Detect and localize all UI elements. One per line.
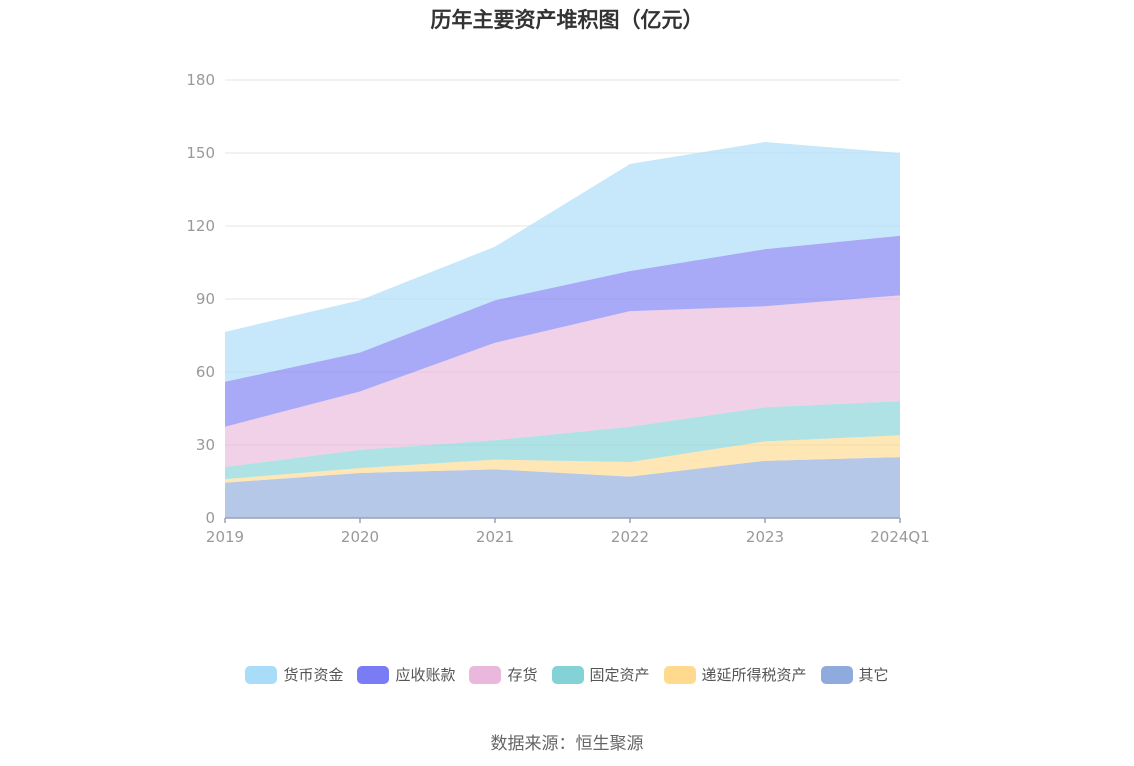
y-tick-label: 30 (196, 436, 215, 454)
x-tick-label: 2021 (476, 528, 514, 546)
legend-item[interactable]: 递延所得税资产 (663, 664, 807, 685)
legend-label: 应收账款 (395, 666, 456, 684)
legend-swatch (551, 665, 584, 684)
legend-swatch (820, 665, 853, 684)
area-递延所得税资产 (225, 435, 900, 483)
y-tick-label: 150 (186, 144, 215, 162)
legend-swatch (469, 665, 502, 684)
legend-item[interactable]: 应收账款 (357, 664, 455, 685)
x-tick-label: 2019 (206, 528, 244, 546)
y-tick-label: 0 (205, 509, 215, 527)
area-其它 (225, 457, 900, 518)
y-tick-label: 90 (196, 290, 215, 308)
legend-label: 递延所得税资产 (701, 666, 807, 684)
legend-swatch (245, 665, 278, 684)
data-source: 数据来源：恒生聚源 (490, 734, 644, 754)
axes: 0 30 60 90 120 150 180 2019 2020 2021 2022 2023 2024… (186, 71, 929, 546)
legend-item[interactable]: 存货 (469, 664, 538, 685)
chart-title: 历年主要资产堆积图（亿元） (430, 8, 704, 32)
stacked-area-chart: 0 30 60 90 120 150 180 2019 2020 2021 2022 2023 2024… (186, 71, 929, 546)
legend-item[interactable]: 货币资金 (245, 664, 343, 685)
area-货币资金 (225, 142, 900, 382)
area-固定资产 (225, 401, 900, 480)
legend-label: 存货 (507, 666, 538, 684)
legend-label: 固定资产 (589, 666, 650, 684)
x-tick-label: 2024Q1 (870, 528, 930, 546)
y-tick-label: 180 (186, 71, 215, 89)
area-series (225, 142, 900, 518)
x-tick-label: 2023 (746, 528, 784, 546)
legend-item[interactable]: 其它 (820, 664, 889, 685)
legend-label: 其它 (858, 666, 889, 684)
legend-swatch (357, 665, 390, 684)
legend-label: 货币资金 (283, 666, 344, 684)
legend-swatch (663, 665, 696, 684)
x-tick-label: 2022 (611, 528, 649, 546)
y-tick-label: 60 (196, 363, 215, 381)
area-存货 (225, 295, 900, 467)
x-tick-label: 2020 (341, 528, 379, 546)
legend-item[interactable]: 固定资产 (551, 664, 650, 685)
y-tick-label: 120 (186, 217, 215, 235)
area-应收账款 (225, 235, 900, 427)
legend: 货币资金 应收账款 存货 固定资产 递延所得税资产 其它 (0, 664, 1134, 685)
